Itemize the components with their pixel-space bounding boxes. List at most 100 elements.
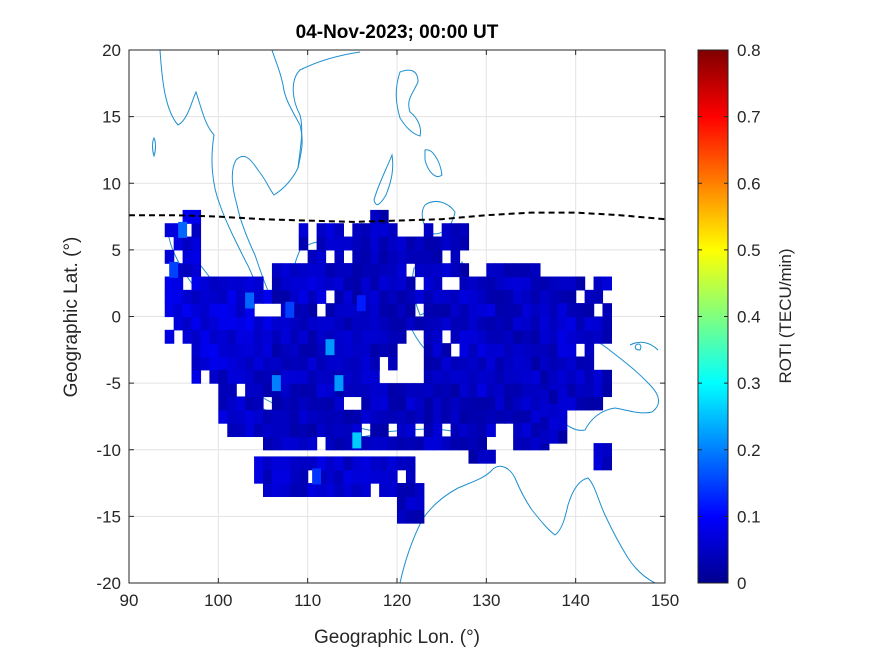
roti-cell [325, 303, 336, 318]
roti-cell [334, 303, 344, 318]
roti-cell [441, 436, 452, 451]
roti-cell [450, 329, 461, 344]
roti-cell [557, 329, 568, 344]
roti-cell [361, 343, 371, 358]
roti-cell [477, 423, 487, 438]
roti-cell [566, 289, 577, 304]
roti-cell [450, 316, 461, 331]
roti-cell [370, 409, 380, 424]
roti-cell [343, 263, 353, 278]
roti-cell [405, 396, 416, 411]
roti-hotspot [245, 292, 255, 309]
roti-cell [307, 409, 318, 424]
roti-cell [361, 436, 371, 451]
x-tick-label: 100 [204, 591, 232, 610]
roti-cell [218, 329, 228, 344]
roti-cell [531, 316, 541, 331]
roti-cell [557, 303, 568, 318]
roti-cell [388, 249, 398, 264]
roti-cell [271, 436, 282, 451]
roti-cell [495, 303, 505, 318]
roti-cell [307, 456, 318, 471]
roti-cell [271, 356, 282, 371]
roti-cell [405, 249, 416, 264]
roti-cell [298, 223, 309, 238]
roti-cell [602, 443, 612, 458]
roti-cell [379, 423, 389, 438]
roti-cell [557, 289, 568, 304]
roti-cell [423, 396, 434, 411]
roti-cell [450, 356, 461, 371]
roti-cell [191, 356, 202, 371]
roti-cell [316, 483, 327, 497]
roti-cell [236, 316, 246, 331]
roti-cell [245, 276, 255, 291]
roti-cell [432, 396, 443, 411]
roti-cell [325, 436, 336, 451]
roti-cell [379, 396, 389, 411]
roti-cell [388, 303, 398, 318]
roti-cell [280, 456, 291, 471]
roti-cell [334, 356, 344, 371]
roti-cell [236, 289, 246, 304]
roti-cell [441, 396, 452, 411]
roti-cell [522, 303, 532, 318]
roti-cell [316, 223, 327, 238]
roti-cell [495, 383, 505, 398]
roti-cell [218, 356, 228, 371]
roti-cell [548, 343, 559, 358]
roti-cell [307, 303, 318, 318]
roti-cell [495, 316, 505, 331]
roti-cell [513, 436, 523, 451]
roti-cell [271, 409, 282, 424]
roti-cell [191, 249, 202, 264]
roti-cell [459, 356, 470, 371]
roti-cell [254, 289, 264, 304]
roti-cell [459, 276, 470, 291]
roti-cell [459, 423, 470, 438]
roti-cell [388, 456, 398, 471]
roti-cell [370, 263, 380, 278]
roti-cell [379, 383, 389, 398]
roti-cell [298, 436, 309, 451]
roti-cell [441, 409, 452, 424]
roti-cell [504, 329, 514, 344]
roti-cell [191, 289, 202, 304]
roti-cell [352, 469, 362, 484]
roti-cell [602, 383, 612, 398]
roti-cell [316, 456, 327, 471]
roti-cell [557, 356, 568, 371]
coastline-small-island-2 [634, 343, 642, 351]
roti-cell [539, 356, 550, 371]
roti-cell [361, 249, 371, 264]
roti-cell [227, 396, 237, 411]
roti-cell [271, 396, 282, 411]
roti-cell [263, 469, 273, 484]
roti-cell [548, 276, 559, 291]
roti-cell [566, 356, 577, 371]
roti-cell [200, 289, 210, 304]
roti-cell [379, 409, 389, 424]
roti-cell [236, 396, 246, 411]
roti-cell [343, 423, 353, 438]
roti-cell [191, 329, 202, 344]
roti-cell [584, 383, 595, 398]
roti-cell [370, 369, 380, 384]
roti-cell [343, 409, 353, 424]
y-tick-label: 0 [112, 308, 121, 327]
roti-cell [379, 436, 389, 451]
roti-cell [477, 383, 487, 398]
roti-cell [441, 343, 452, 358]
roti-cell [298, 369, 309, 384]
roti-cell [397, 276, 407, 291]
roti-cell [405, 383, 416, 398]
roti-cell [468, 436, 478, 451]
roti-cell [271, 329, 282, 344]
roti-cell [405, 469, 416, 484]
roti-cell [486, 276, 496, 291]
roti-cell [361, 409, 371, 424]
roti-cell [450, 236, 461, 251]
roti-cell [593, 443, 604, 458]
roti-cell [423, 329, 434, 344]
roti-cell [584, 396, 595, 411]
